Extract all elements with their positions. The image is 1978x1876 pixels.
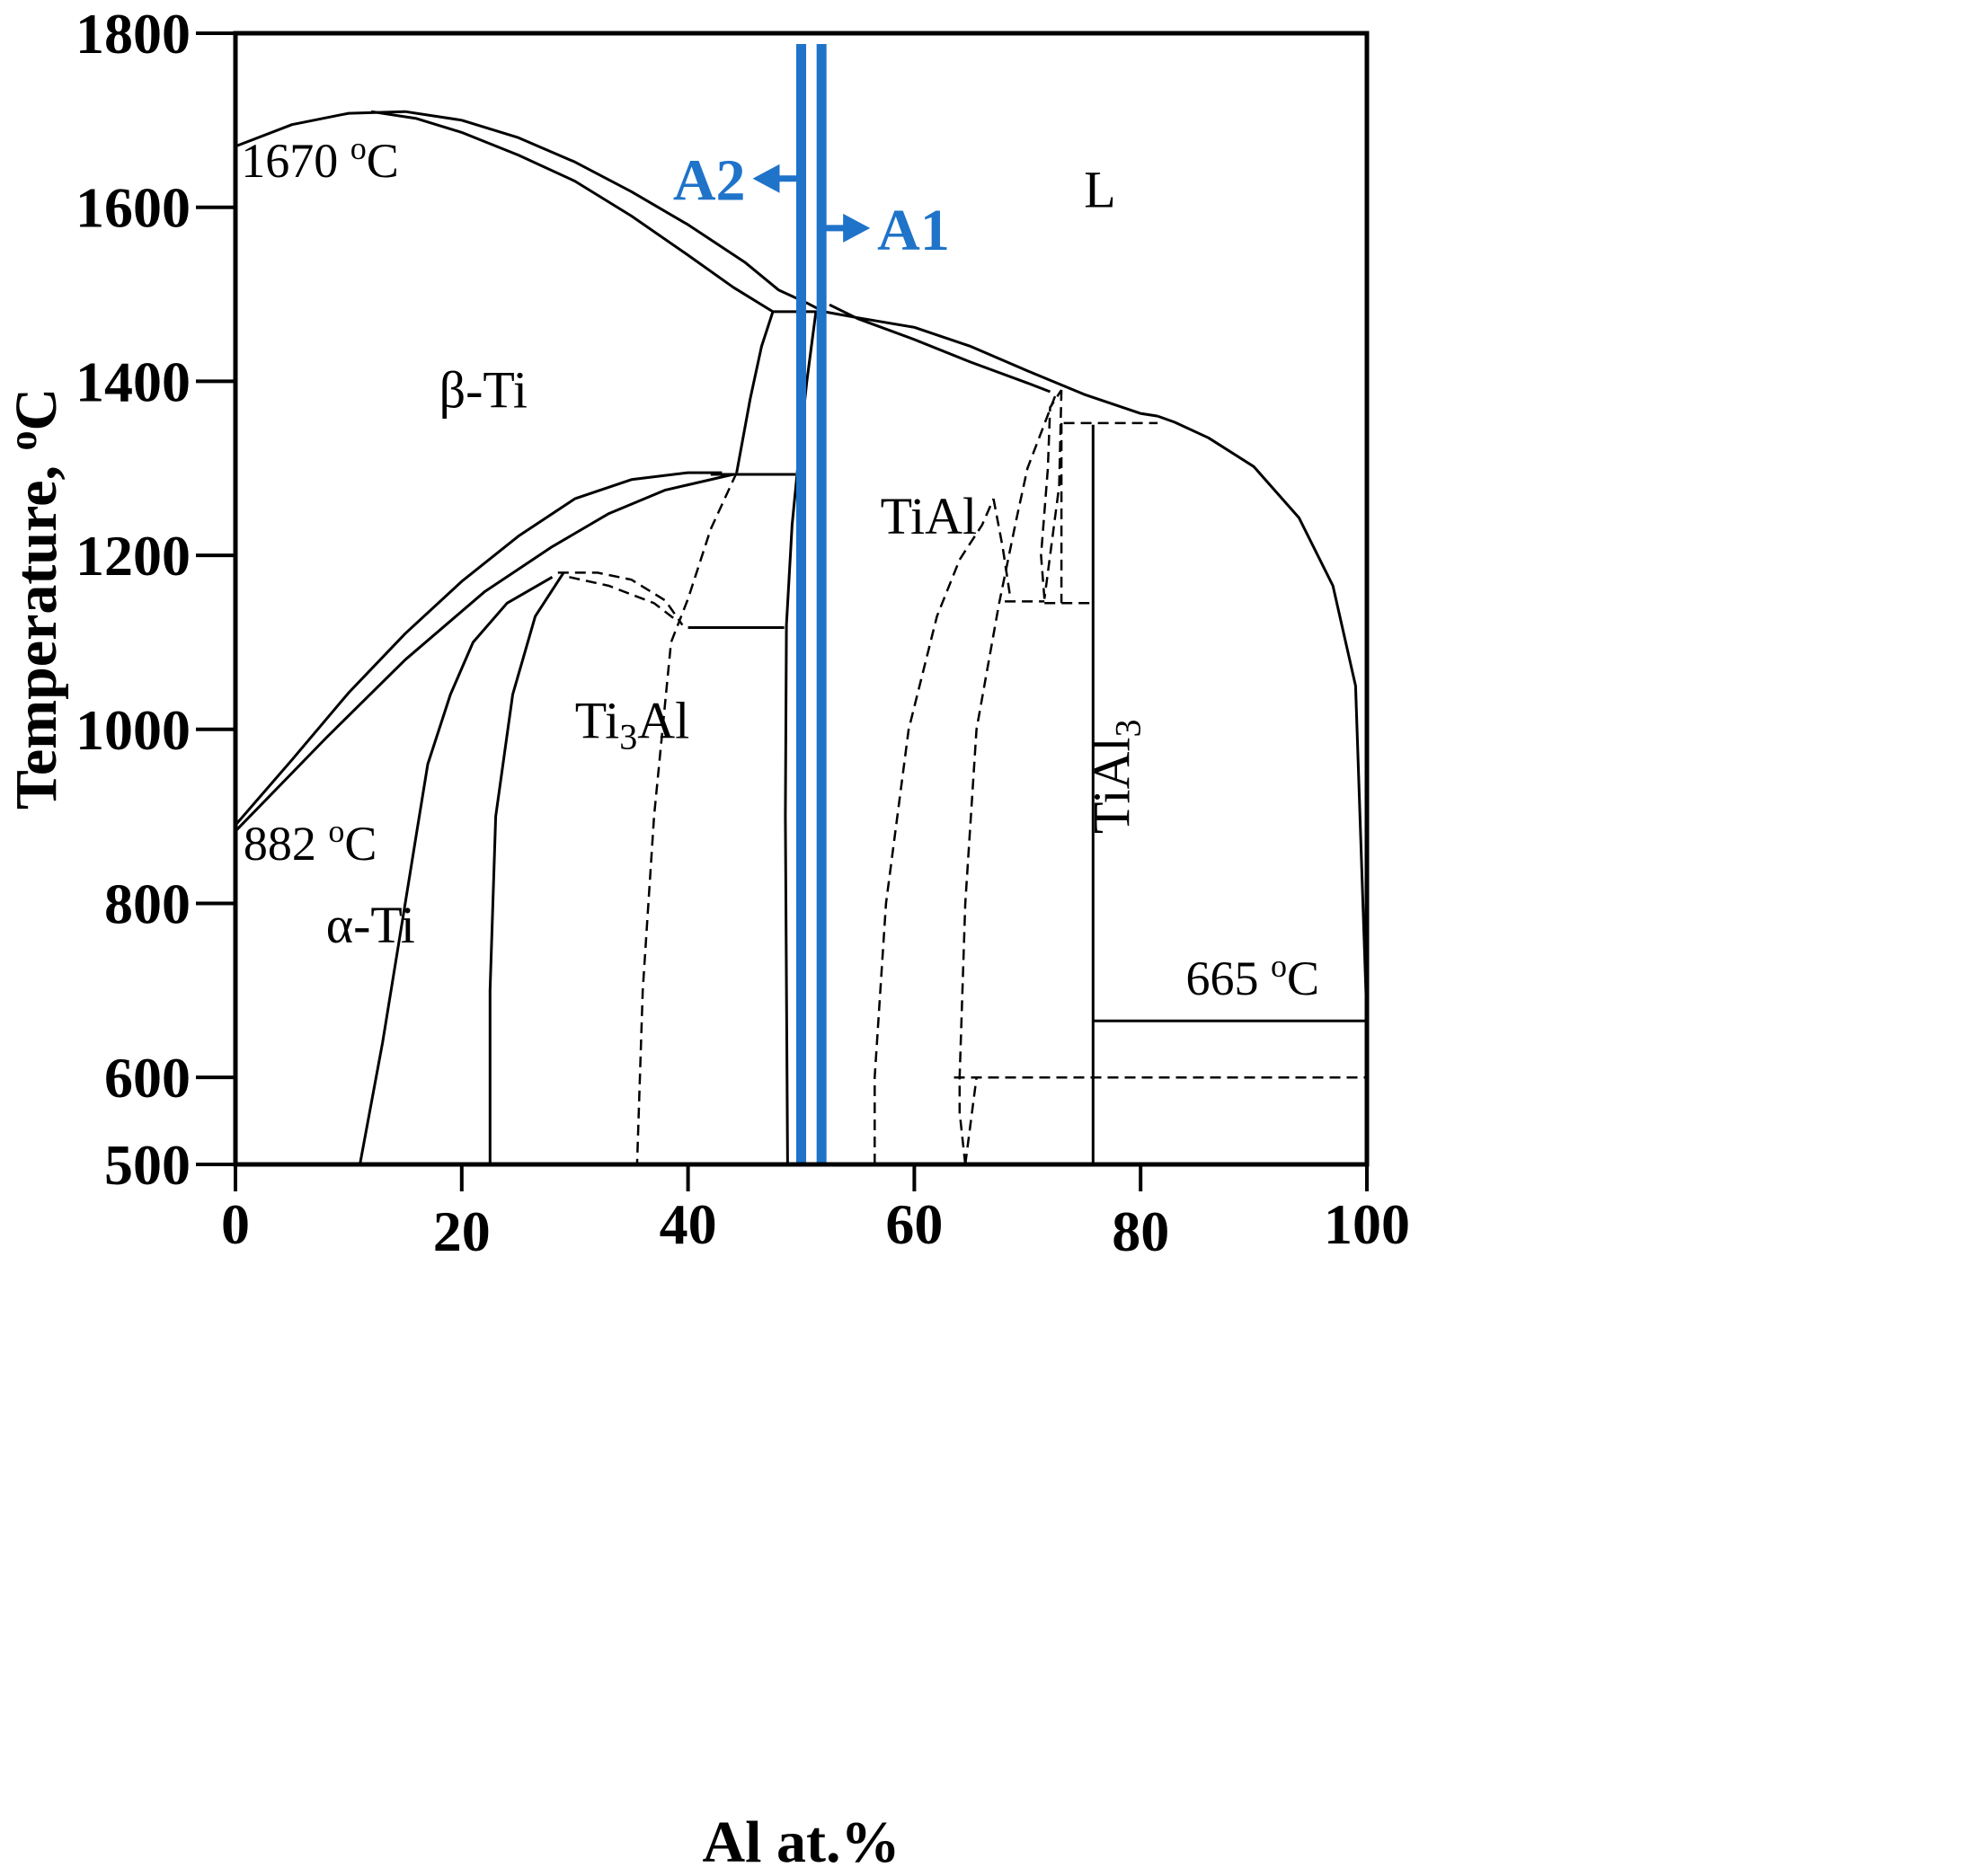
x-tick-label-80: 80: [1112, 1199, 1169, 1263]
plot-frame: [233, 31, 1370, 1167]
y-tick-label-1400: 1400: [75, 350, 191, 413]
phase-boundary-solid-4: [829, 303, 1051, 394]
region-label-tial: TiAl: [881, 487, 978, 545]
temperature-label-value-2: 665: [1186, 951, 1272, 1005]
x-axis-title: Al at.%: [703, 1810, 900, 1875]
temperature-label-1: 882 oC: [244, 813, 377, 871]
x-tick-label-40: 40: [660, 1192, 717, 1256]
phase-boundary-solid-9: [234, 471, 723, 827]
y-tick-label-800: 800: [104, 872, 191, 935]
x-tick-label-60: 60: [885, 1192, 943, 1256]
x-tick-label-0: 0: [221, 1192, 250, 1256]
region-label--ti: α-Ti: [326, 896, 415, 954]
phase-boundary-solid-12: [488, 571, 565, 1164]
phase-boundaries: [234, 110, 1369, 1165]
temperature-label-0: 1670 oC: [241, 130, 399, 188]
phase-boundary-solid-10: [234, 473, 734, 833]
composition-arrow-head-a2: [752, 164, 780, 193]
composition-arrow-head-a1: [843, 213, 871, 243]
temperature-label-degree-2: o: [1271, 948, 1287, 984]
phase-boundary-dashed-3: [874, 498, 995, 1164]
region-label-ti3al-rest: Al: [637, 691, 689, 749]
x-tick-label-100: 100: [1324, 1192, 1410, 1256]
region-label-ti3al-base: Ti: [575, 691, 620, 749]
region-label-ti3al-sub: 3: [619, 716, 637, 757]
y-axis-title: Temperature, oC: [1, 388, 69, 810]
phase-boundary-solid-1: [370, 110, 774, 314]
temperature-label-unit-0: C: [367, 134, 399, 188]
phase-boundary-solid-6: [735, 311, 775, 473]
composition-label-a1: A1: [877, 198, 950, 263]
temperature-label-degree-1: o: [328, 813, 344, 849]
y-tick-label-1800: 1800: [75, 2, 191, 66]
composition-label-a2: A2: [673, 148, 746, 214]
phase-boundary-dashed-7: [1042, 390, 1063, 599]
phase-boundary-dashed-2: [635, 472, 738, 1165]
phase-boundary-dashed-1: [569, 576, 678, 622]
y-tick-label-1000: 1000: [75, 698, 191, 762]
temperature-label-unit-2: C: [1287, 951, 1319, 1005]
y-tick-label-500: 500: [104, 1133, 191, 1197]
region-label--ti: β-Ti: [439, 360, 528, 419]
y-axis-title-degree: o: [1, 431, 45, 451]
region-label-ti3al: Ti3Al: [575, 691, 690, 757]
y-axis-title-text: Temperature,: [4, 451, 69, 810]
temperature-label-unit-1: C: [344, 817, 377, 871]
y-axis-title-unit: C: [4, 388, 69, 431]
temperature-label-value-0: 1670: [241, 134, 350, 188]
temperature-label-2: 665 oC: [1186, 948, 1320, 1005]
y-tick-label-600: 600: [104, 1046, 191, 1110]
phase-boundary-solid-7: [784, 311, 818, 1165]
region-label-tial3-sub: 3: [1108, 719, 1149, 737]
y-axis: 500 600 800 1000 1200 1400 1600 1800: [75, 2, 235, 1197]
phase-boundary-solid-3: [823, 310, 1158, 418]
y-tick-label-1600: 1600: [75, 176, 191, 240]
region-label-l: L: [1084, 161, 1115, 219]
phase-boundary-dashed-12: [963, 1077, 978, 1165]
x-tick-label-20: 20: [433, 1199, 491, 1263]
temperature-label-value-1: 882: [244, 817, 329, 871]
phase-boundary-dashed-4: [958, 394, 1057, 1165]
region-label-tial3-base: TiAl: [1083, 737, 1141, 834]
x-axis: 0 20 40 60 80 100: [221, 1164, 1410, 1263]
region-label-tial3: TiAl3: [1083, 719, 1149, 834]
composition-markers: A1 A2: [673, 44, 950, 1164]
temperature-label-degree-0: o: [350, 130, 367, 166]
phase-boundary-solid-0: [235, 110, 825, 314]
y-tick-label-1200: 1200: [75, 524, 191, 588]
phase-boundary-solid-5: [1157, 414, 1369, 1022]
phase-boundary-dashed-0: [557, 571, 684, 626]
phase-boundary-solid-11: [359, 576, 554, 1165]
